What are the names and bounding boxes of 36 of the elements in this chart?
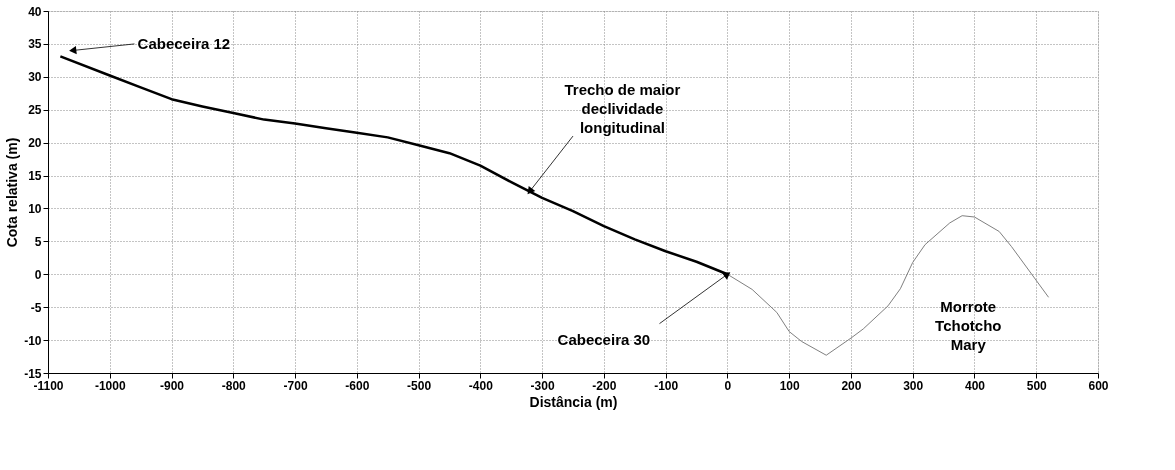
x-tick-label: -800	[221, 378, 247, 393]
x-tick-label: -300	[530, 378, 555, 393]
y-tick-label: -15	[24, 366, 42, 381]
annotation: Cabeceira 30	[557, 331, 651, 349]
y-tick-label: 0	[34, 267, 42, 282]
x-tick-label: 200	[841, 378, 862, 393]
x-tick-label: 600	[1088, 378, 1109, 393]
y-tick-label: 25	[28, 103, 42, 118]
x-tick-label: -1100	[33, 378, 64, 393]
x-axis-title: Distância (m)	[529, 393, 618, 410]
x-tick-label: 500	[1026, 378, 1048, 393]
y-tick-label: 5	[34, 234, 42, 249]
y-tick-label: 30	[28, 70, 42, 85]
x-tick-label: -100	[654, 378, 679, 393]
x-tick-label: -400	[468, 378, 494, 393]
x-tick-label: 100	[779, 378, 801, 393]
y-tick-label: -10	[24, 333, 42, 348]
y-tick-label: -5	[30, 300, 42, 315]
x-tick-label: -700	[283, 378, 308, 393]
y-tick-label: 10	[28, 201, 42, 216]
x-tick-label: -900	[160, 378, 185, 393]
x-tick-label: -600	[345, 378, 370, 393]
annotation: Trecho de maior declividade longitudinal	[564, 80, 681, 136]
x-tick-label: 300	[903, 378, 924, 393]
x-tick-label: -200	[592, 378, 617, 393]
y-axis-title: Cota relativa (m)	[4, 137, 21, 248]
x-tick-label: 0	[724, 378, 732, 393]
y-tick-label: 40	[28, 4, 42, 19]
x-tick-label: -500	[407, 378, 432, 393]
x-tick-label: 400	[964, 378, 986, 393]
y-tick-label: 20	[28, 136, 42, 151]
y-tick-label: 15	[28, 169, 42, 184]
annotation: Morrote Tchotcho Mary	[935, 298, 1002, 354]
annotation: Cabeceira 12	[137, 34, 231, 52]
x-tick-label: -1000	[94, 378, 126, 393]
y-tick-label: 35	[28, 37, 42, 52]
